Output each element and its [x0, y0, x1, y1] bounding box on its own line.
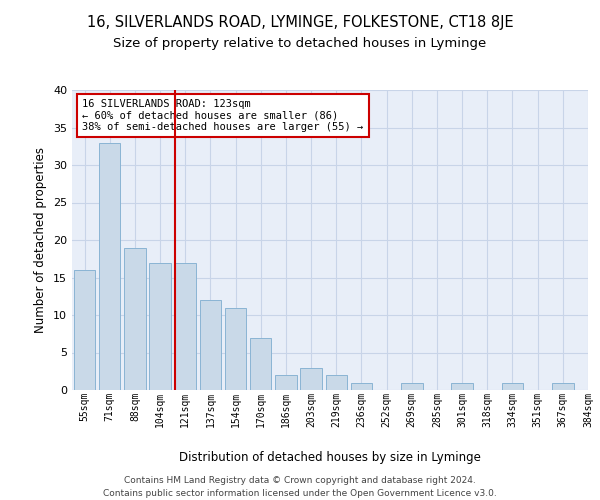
Bar [225, 308, 247, 390]
Text: Size of property relative to detached houses in Lyminge: Size of property relative to detached ho… [113, 38, 487, 51]
Bar [326, 375, 347, 390]
Bar [275, 375, 296, 390]
Bar [175, 262, 196, 390]
Bar [552, 382, 574, 390]
Bar [74, 270, 95, 390]
Bar [200, 300, 221, 390]
Bar [502, 382, 523, 390]
Bar [351, 382, 372, 390]
Bar [149, 262, 171, 390]
Bar [451, 382, 473, 390]
Text: 16, SILVERLANDS ROAD, LYMINGE, FOLKESTONE, CT18 8JE: 16, SILVERLANDS ROAD, LYMINGE, FOLKESTON… [86, 15, 514, 30]
Bar [99, 142, 121, 390]
Text: 16 SILVERLANDS ROAD: 123sqm
← 60% of detached houses are smaller (86)
38% of sem: 16 SILVERLANDS ROAD: 123sqm ← 60% of det… [82, 99, 364, 132]
Bar [401, 382, 422, 390]
Text: Contains HM Land Registry data © Crown copyright and database right 2024.
Contai: Contains HM Land Registry data © Crown c… [103, 476, 497, 498]
Y-axis label: Number of detached properties: Number of detached properties [34, 147, 47, 333]
Text: Distribution of detached houses by size in Lyminge: Distribution of detached houses by size … [179, 451, 481, 464]
Bar [250, 338, 271, 390]
Bar [124, 248, 146, 390]
Bar [301, 368, 322, 390]
